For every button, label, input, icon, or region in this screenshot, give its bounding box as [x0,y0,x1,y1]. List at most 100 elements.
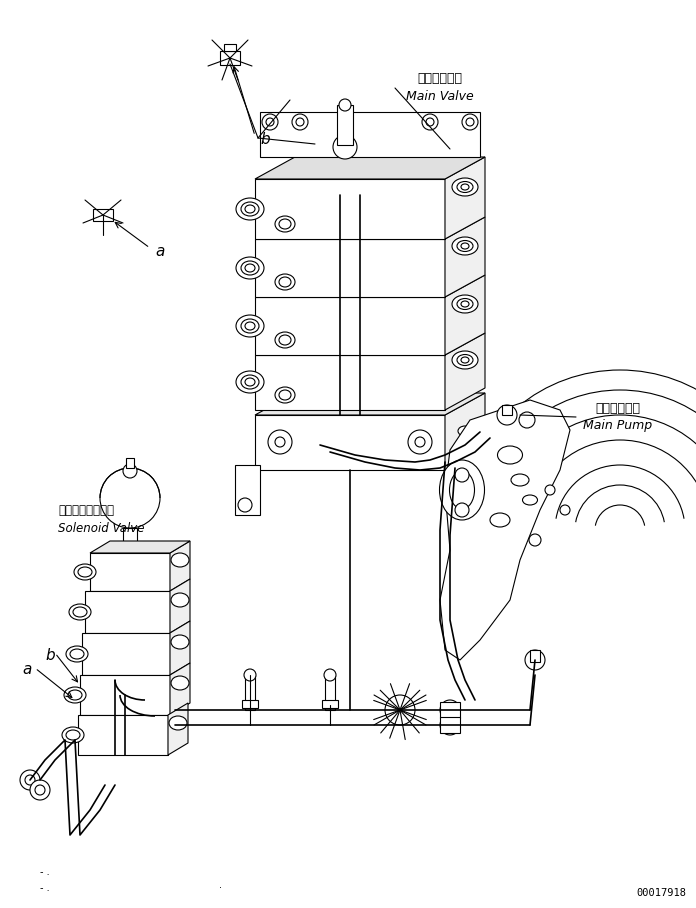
Circle shape [519,412,535,428]
Ellipse shape [452,178,478,196]
Bar [502,405,512,415]
Ellipse shape [66,646,88,662]
Ellipse shape [461,243,469,249]
Circle shape [100,468,160,528]
Ellipse shape [457,299,473,310]
Bar [121,543,139,553]
Polygon shape [445,333,485,410]
Bar [242,700,258,708]
Circle shape [266,118,274,126]
Polygon shape [445,217,485,297]
Circle shape [415,437,425,447]
Ellipse shape [171,635,189,649]
Ellipse shape [241,202,259,216]
Ellipse shape [461,357,469,363]
Polygon shape [170,541,190,591]
Ellipse shape [450,471,475,509]
Text: Main Valve: Main Valve [406,90,474,103]
Bar [235,465,260,515]
Polygon shape [170,621,190,675]
Circle shape [20,770,40,790]
Text: Solenoid Valve: Solenoid Valve [58,521,145,535]
Bar [530,650,540,662]
Circle shape [268,430,292,454]
Bar [126,458,134,468]
Text: .: . [219,880,221,890]
Text: メインバルブ: メインバルブ [418,72,463,84]
Text: - .: - . [40,883,49,893]
Polygon shape [168,703,188,755]
Text: メインポンプ: メインポンプ [596,401,640,414]
Circle shape [455,468,469,482]
Polygon shape [255,239,445,297]
Circle shape [426,118,434,126]
Ellipse shape [236,198,264,220]
Polygon shape [78,715,168,755]
Text: Main Pump: Main Pump [583,419,653,432]
Circle shape [30,780,50,800]
Ellipse shape [169,716,187,730]
Ellipse shape [70,649,84,659]
Circle shape [385,695,415,725]
Ellipse shape [68,690,82,700]
Polygon shape [82,633,170,675]
Ellipse shape [74,564,96,580]
Polygon shape [255,157,485,179]
Polygon shape [255,415,445,470]
Ellipse shape [171,676,189,690]
Circle shape [262,114,278,130]
Ellipse shape [452,351,478,369]
Bar [260,112,480,157]
Circle shape [238,498,252,512]
Text: ソレノイドバルブ: ソレノイドバルブ [58,504,114,517]
Polygon shape [90,553,170,591]
Ellipse shape [236,371,264,393]
Polygon shape [445,393,485,470]
Ellipse shape [523,495,537,505]
Circle shape [339,99,351,111]
Circle shape [440,700,460,720]
Circle shape [422,114,438,130]
Polygon shape [255,179,445,239]
Circle shape [455,503,469,517]
Ellipse shape [69,604,91,620]
Polygon shape [440,400,570,660]
Ellipse shape [171,593,189,607]
Ellipse shape [461,184,469,190]
Text: a: a [22,663,31,677]
Ellipse shape [275,387,295,403]
Ellipse shape [245,264,255,272]
Ellipse shape [245,322,255,330]
Bar [224,44,236,51]
Ellipse shape [245,378,255,386]
Circle shape [560,505,570,515]
Bar [123,528,137,543]
Bar [245,675,255,710]
Polygon shape [255,355,445,410]
Circle shape [275,437,285,447]
Bar [322,700,338,708]
Circle shape [244,669,256,681]
Circle shape [292,114,308,130]
Bar [220,51,240,65]
Ellipse shape [171,553,189,567]
Ellipse shape [64,687,86,703]
Ellipse shape [279,219,291,229]
Bar [440,717,460,733]
Circle shape [25,775,35,785]
Circle shape [545,485,555,495]
Polygon shape [255,297,445,355]
Circle shape [35,785,45,795]
Ellipse shape [78,567,92,577]
Bar [440,702,460,718]
Ellipse shape [62,727,84,743]
Polygon shape [445,157,485,239]
Ellipse shape [457,182,473,192]
Ellipse shape [275,332,295,348]
Polygon shape [170,579,190,633]
Ellipse shape [279,335,291,345]
Circle shape [408,430,432,454]
Polygon shape [90,541,190,553]
Circle shape [497,405,517,425]
Polygon shape [170,663,190,715]
